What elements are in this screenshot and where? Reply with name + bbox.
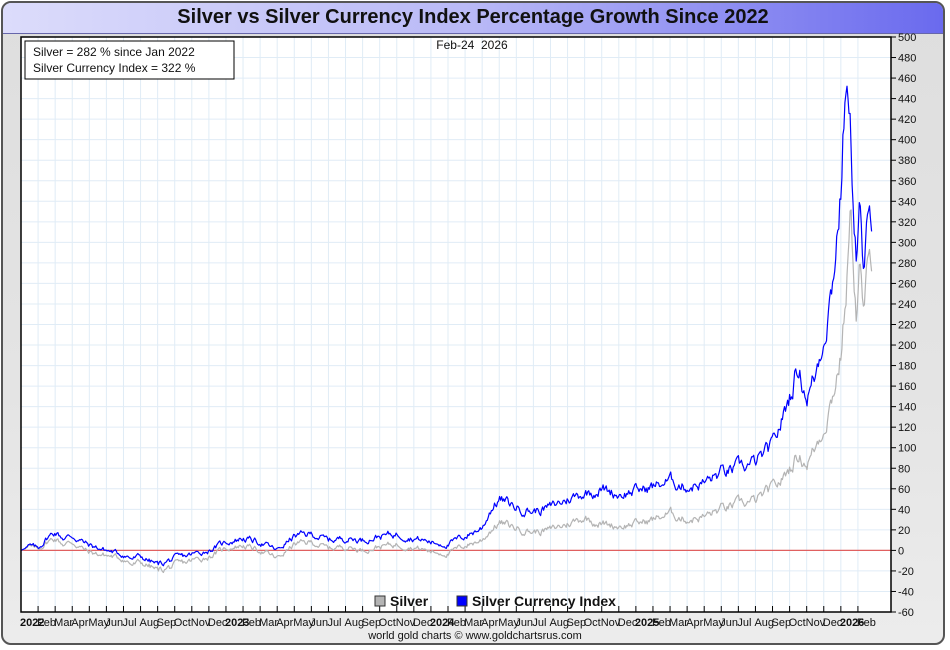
y-tick-label: 140 (898, 402, 916, 414)
title-bar: Silver vs Silver Currency Index Percenta… (3, 3, 943, 34)
x-tick-label: Mar (54, 617, 73, 629)
x-tick-label: Apr (71, 617, 88, 629)
y-tick-label: 320 (898, 217, 916, 229)
legend-swatch-index (456, 595, 468, 607)
y-tick-label: 100 (898, 443, 916, 455)
x-tick-label: Mar (464, 617, 483, 629)
y-tick-label: -60 (898, 607, 914, 619)
x-tick-label: Jul (737, 617, 751, 629)
x-tick-label: Apr (686, 617, 703, 629)
x-tick-label: 2026 (840, 617, 864, 629)
x-tick-label: May (88, 617, 109, 629)
x-tick-label: Jun (310, 617, 328, 629)
info-box: Silver = 282 % since Jan 2022 Silver Cur… (24, 40, 235, 80)
x-tick-label: May (498, 617, 519, 629)
x-tick-label: May (293, 617, 314, 629)
y-tick-label: 300 (898, 237, 916, 249)
y-tick-label: 80 (898, 463, 910, 475)
x-tick-label: Dec (823, 617, 843, 629)
series-layer (20, 85, 873, 574)
y-tick-label: 200 (898, 340, 916, 352)
y-tick-label: -40 (898, 586, 914, 598)
x-tick-label: Sep (157, 617, 177, 629)
chart-title: Silver vs Silver Currency Index Percenta… (177, 6, 769, 28)
x-tick-label: Aug (140, 617, 160, 629)
x-tick-label: Oct (379, 617, 396, 629)
legend-label-silver: Silver (390, 593, 429, 609)
x-tick-label: Jun (720, 617, 738, 629)
series-line-silver-currency-index (20, 85, 873, 567)
y-axis: -60 -40 -20 0 20 40 60 80 100 120 140 160 180 200 220 2… (891, 32, 916, 619)
y-tick-label: 260 (898, 278, 916, 290)
x-tick-label: Jul (122, 617, 136, 629)
y-tick-label: 340 (898, 196, 916, 208)
x-tick-label: Mar (259, 617, 278, 629)
x-tick-label: Aug (754, 617, 774, 629)
x-tick-label: 2023 (225, 617, 249, 629)
y-tick-label: 40 (898, 504, 910, 516)
x-tick-label: Nov (601, 617, 621, 629)
x-tick-label: Nov (191, 617, 211, 629)
y-tick-label: 400 (898, 135, 916, 147)
x-tick-label: Feb (37, 617, 56, 629)
x-tick-label: Sep (567, 617, 587, 629)
x-tick-label: Oct (174, 617, 191, 629)
x-tick-label: Oct (584, 617, 601, 629)
y-tick-label: 280 (898, 258, 916, 270)
legend-label-index: Silver Currency Index (472, 593, 616, 609)
y-tick-label: 420 (898, 114, 916, 126)
x-tick-label: Jul (327, 617, 341, 629)
y-tick-label: 460 (898, 73, 916, 85)
x-tick-label: Oct (789, 617, 806, 629)
y-tick-label: 180 (898, 361, 916, 373)
x-tick-label: Feb (447, 617, 466, 629)
y-tick-label: 220 (898, 320, 916, 332)
series-line-silver (20, 209, 873, 574)
y-tick-label: 120 (898, 422, 916, 434)
x-tick-label: Jun (105, 617, 123, 629)
legend: Silver Silver Currency Index (374, 593, 616, 609)
y-tick-label: 440 (898, 94, 916, 106)
x-tick-label: Mar (669, 617, 688, 629)
x-tick-label: 2022 (20, 617, 44, 629)
info-index-text: Silver Currency Index = 322 % (33, 61, 196, 75)
y-tick-label: 160 (898, 381, 916, 393)
y-tick-label: 0 (898, 545, 904, 557)
y-tick-label: -20 (898, 566, 914, 578)
y-tick-label: 240 (898, 299, 916, 311)
x-tick-label: Sep (772, 617, 792, 629)
x-tick-label: Nov (806, 617, 826, 629)
date-label: Feb-24 2026 (436, 38, 508, 52)
footer-credit: world gold charts © www.goldchartsrus.co… (368, 630, 582, 642)
y-tick-label: 500 (898, 32, 916, 44)
x-tick-label: 2025 (635, 617, 659, 629)
x-tick-label: May (703, 617, 724, 629)
x-tick-label: Apr (481, 617, 498, 629)
x-tick-label: 2024 (430, 617, 455, 629)
x-tick-label: Nov (396, 617, 416, 629)
x-tick-label: Dec (208, 617, 228, 629)
x-tick-label: Feb (652, 617, 671, 629)
x-tick-label: Feb (242, 617, 261, 629)
info-box-border (24, 40, 235, 80)
y-tick-label: 20 (898, 525, 910, 537)
x-tick-label: Jun (515, 617, 533, 629)
x-tick-label: Apr (276, 617, 293, 629)
info-silver-text: Silver = 282 % since Jan 2022 (33, 45, 195, 59)
y-tick-label: 380 (898, 155, 916, 167)
x-tick-label: Aug (345, 617, 365, 629)
x-tick-label: Feb (857, 617, 876, 629)
x-tick-label: Aug (549, 617, 569, 629)
y-tick-label: 360 (898, 176, 916, 188)
legend-swatch-silver (374, 595, 386, 607)
x-tick-label: Dec (413, 617, 433, 629)
x-tick-label: Dec (618, 617, 638, 629)
y-tick-label: 480 (898, 53, 916, 65)
x-tick-label: Sep (362, 617, 382, 629)
x-tick-label: Jul (532, 617, 546, 629)
y-tick-label: 60 (898, 484, 910, 496)
